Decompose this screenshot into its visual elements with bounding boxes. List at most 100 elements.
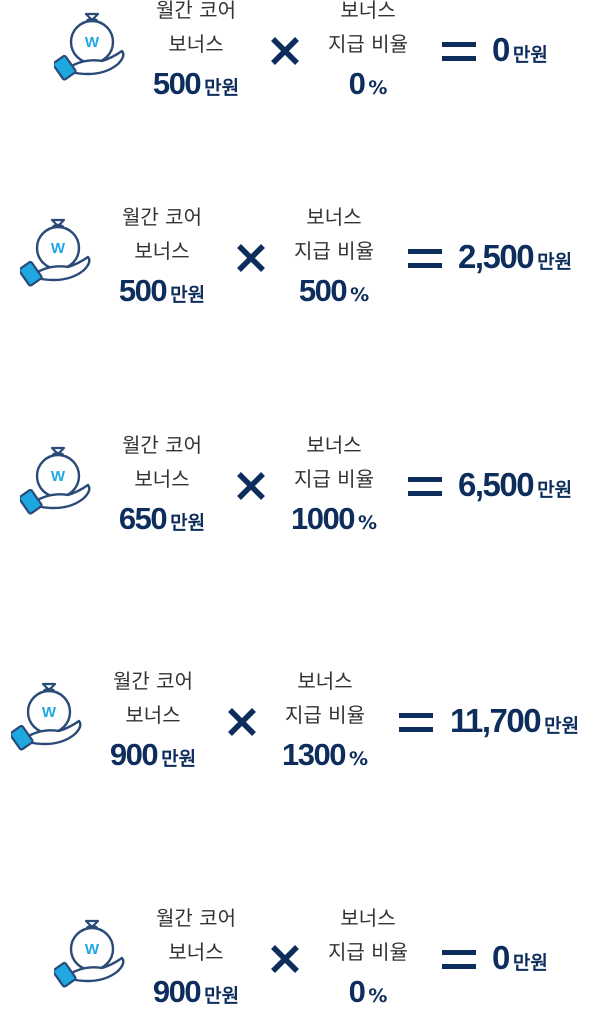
payout-rate-label: 보너스 지급 비율 xyxy=(278,428,390,496)
payout-rate-number: 0 xyxy=(348,974,366,1009)
result-amount: 0 만원 xyxy=(492,939,548,977)
result-amount: 11,700 만원 xyxy=(450,702,579,740)
result-amount-unit: 만원 xyxy=(512,952,548,974)
bag-letter: W xyxy=(85,34,100,51)
payout-rate: 0% xyxy=(312,66,424,102)
bonus-calc-row: W 월간 코어 보너스 500 만원 보너스 지급 비율 0% 0 만원 xyxy=(0,0,612,110)
payout-rate-line1: 보너스 xyxy=(340,0,396,22)
bonus-calc-row: W 월간 코어 보너스 900 만원 보너스 지급 비율 1300% 11,700… xyxy=(0,669,612,780)
payout-rate-line1: 보너스 xyxy=(306,433,362,457)
monthly-core-bonus-label: 월간 코어 보너스 xyxy=(97,664,209,732)
multiply-icon xyxy=(236,471,266,501)
bonus-amount-number: 900 xyxy=(152,974,202,1009)
money-bag-hand-icon: W xyxy=(54,6,126,82)
bonus-amount: 650 만원 xyxy=(106,501,218,537)
money-bag-hand-icon: W xyxy=(54,913,126,989)
payout-rate: 1000% xyxy=(278,501,390,537)
bag-letter: W xyxy=(51,468,66,485)
bonus-amount-unit: 만원 xyxy=(170,284,206,306)
result-amount-number: 2,500 xyxy=(458,238,535,275)
bonus-amount-unit: 만원 xyxy=(170,512,206,534)
monthly-core-bonus-line2: 보너스 xyxy=(134,239,190,263)
monthly-core-bonus-label: 월간 코어 보너스 xyxy=(106,200,218,268)
payout-rate-unit: % xyxy=(368,77,388,99)
payout-rate: 0% xyxy=(312,974,424,1010)
bonus-amount-number: 500 xyxy=(118,273,168,308)
bonus-amount-number: 500 xyxy=(152,66,202,101)
equals-icon xyxy=(442,948,476,972)
bonus-amount-unit: 만원 xyxy=(161,748,197,770)
bonus-amount: 500 만원 xyxy=(140,66,252,102)
result-amount-unit: 만원 xyxy=(537,479,573,501)
bag-letter: W xyxy=(85,941,100,958)
bonus-amount-number: 900 xyxy=(109,737,159,772)
payout-rate-line1: 보너스 xyxy=(306,205,362,229)
payout-rate-line1: 보너스 xyxy=(340,906,396,930)
multiply-icon xyxy=(270,36,300,66)
result-amount-unit: 만원 xyxy=(537,251,573,273)
monthly-core-bonus-label: 월간 코어 보너스 xyxy=(140,0,252,61)
payout-rate-unit: % xyxy=(368,985,388,1007)
monthly-core-bonus-line1: 월간 코어 xyxy=(122,433,202,457)
payout-rate: 500% xyxy=(278,273,390,309)
monthly-core-bonus-label: 월간 코어 보너스 xyxy=(106,428,218,496)
bonus-amount: 500 만원 xyxy=(106,273,218,309)
payout-rate: 1300% xyxy=(269,737,381,773)
money-bag-hand-icon: W xyxy=(20,440,92,516)
bag-letter: W xyxy=(51,240,66,257)
monthly-core-bonus-line1: 월간 코어 xyxy=(156,906,236,930)
result-amount: 0 만원 xyxy=(492,31,548,69)
result-amount-number: 0 xyxy=(492,31,510,68)
payout-rate-unit: % xyxy=(348,748,368,770)
result-amount: 6,500 만원 xyxy=(458,466,572,504)
payout-rate-line2: 지급 비율 xyxy=(285,703,365,727)
equals-icon xyxy=(408,475,442,499)
payout-rate-number: 1000 xyxy=(290,501,355,536)
bonus-amount-unit: 만원 xyxy=(204,77,240,99)
monthly-core-bonus-line1: 월간 코어 xyxy=(113,669,193,693)
multiply-icon xyxy=(236,243,266,273)
multiply-icon xyxy=(270,944,300,974)
monthly-core-bonus-line2: 보너스 xyxy=(168,32,224,56)
payout-rate-label: 보너스 지급 비율 xyxy=(269,664,381,732)
bag-letter: W xyxy=(42,704,57,721)
multiply-icon xyxy=(227,707,257,737)
monthly-core-bonus-line1: 월간 코어 xyxy=(122,205,202,229)
payout-rate-label: 보너스 지급 비율 xyxy=(312,0,424,61)
payout-rate-line2: 지급 비율 xyxy=(294,467,374,491)
payout-rate-line2: 지급 비율 xyxy=(294,239,374,263)
equals-icon xyxy=(442,40,476,64)
payout-rate-number: 500 xyxy=(298,273,348,308)
payout-rate-unit: % xyxy=(357,512,377,534)
payout-rate-unit: % xyxy=(350,284,370,306)
bonus-calc-row: W 월간 코어 보너스 900 만원 보너스 지급 비율 0% 0 만원 xyxy=(0,906,612,1017)
payout-rate-label: 보너스 지급 비율 xyxy=(312,901,424,969)
monthly-core-bonus-line2: 보너스 xyxy=(125,703,181,727)
equals-icon xyxy=(408,247,442,271)
result-amount: 2,500 만원 xyxy=(458,238,572,276)
bonus-calc-row: W 월간 코어 보너스 500 만원 보너스 지급 비율 500% 2,500 만원 xyxy=(0,205,612,316)
result-amount-unit: 만원 xyxy=(512,44,548,66)
result-amount-number: 6,500 xyxy=(458,466,535,503)
equals-icon xyxy=(399,711,433,735)
bonus-amount-unit: 만원 xyxy=(204,985,240,1007)
monthly-core-bonus-label: 월간 코어 보너스 xyxy=(140,901,252,969)
result-amount-unit: 만원 xyxy=(544,715,580,737)
payout-rate-label: 보너스 지급 비율 xyxy=(278,200,390,268)
monthly-core-bonus-line1: 월간 코어 xyxy=(156,0,236,22)
result-amount-number: 0 xyxy=(492,939,510,976)
money-bag-hand-icon: W xyxy=(11,676,83,752)
monthly-core-bonus-line2: 보너스 xyxy=(168,940,224,964)
bonus-amount: 900 만원 xyxy=(140,974,252,1010)
payout-rate-line1: 보너스 xyxy=(297,669,353,693)
payout-rate-number: 0 xyxy=(348,66,366,101)
bonus-calc-row: W 월간 코어 보너스 650 만원 보너스 지급 비율 1000% 6,500 만… xyxy=(0,433,612,544)
monthly-core-bonus-line2: 보너스 xyxy=(134,467,190,491)
payout-rate-line2: 지급 비율 xyxy=(328,940,408,964)
payout-rate-line2: 지급 비율 xyxy=(328,32,408,56)
result-amount-number: 11,700 xyxy=(450,702,542,739)
bonus-amount-number: 650 xyxy=(118,501,168,536)
money-bag-hand-icon: W xyxy=(20,212,92,288)
bonus-amount: 900 만원 xyxy=(97,737,209,773)
payout-rate-number: 1300 xyxy=(281,737,346,772)
